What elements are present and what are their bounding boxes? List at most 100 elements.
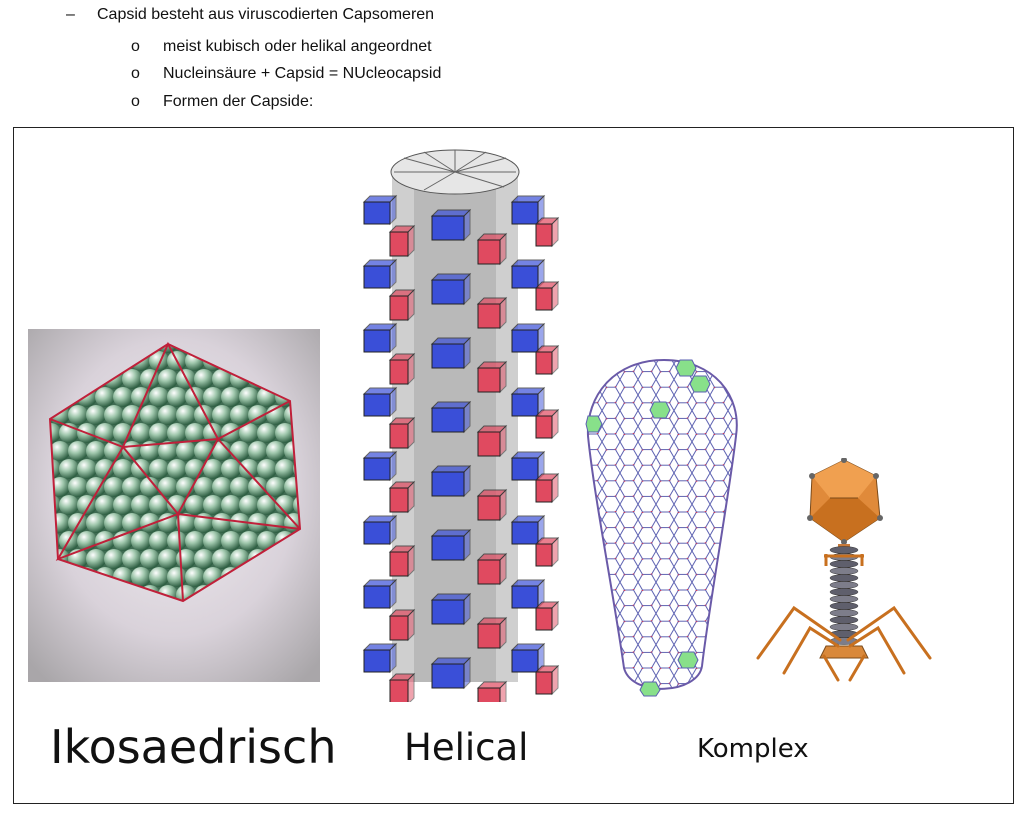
capsomer-block [430, 336, 472, 370]
capsomer-sphere [140, 549, 160, 569]
capsomer-block [510, 514, 546, 546]
capsomer-sphere [122, 405, 142, 425]
capsomer-sphere [194, 549, 214, 569]
capsomer-sphere [230, 441, 250, 461]
capsomer-sphere [176, 405, 196, 425]
capsomer-block [510, 642, 546, 674]
capsomer-block [362, 194, 398, 226]
capsomer-sphere [176, 441, 196, 461]
capsomer-sphere [86, 441, 106, 461]
capsomer-sphere [77, 459, 97, 479]
capsomer-sphere [113, 459, 133, 479]
bacteriophage-icon [756, 458, 932, 682]
capsomer-sphere [140, 405, 160, 425]
capsomer-sphere [176, 549, 196, 569]
capsomer-sphere [59, 495, 79, 515]
capsomer-block [510, 322, 546, 354]
capsomer-sphere [221, 531, 241, 551]
capsomer-sphere [86, 477, 106, 497]
capsomer-sphere [239, 387, 259, 407]
capsomer-block [388, 288, 416, 322]
capsomer-block [476, 616, 508, 650]
tail-ring [829, 602, 859, 610]
capsomer-sphere [122, 549, 142, 569]
capsomer-sphere [158, 549, 178, 569]
capsomer-sphere [95, 387, 115, 407]
capsomer-sphere [203, 531, 223, 551]
capsomer-block [476, 360, 508, 394]
capsomer-sphere [230, 513, 250, 533]
capsomer-block [362, 642, 398, 674]
capsomer-sphere [212, 549, 232, 569]
capsomer-block [430, 208, 472, 242]
capsomer-block [388, 608, 416, 642]
capsomer-sphere [203, 387, 223, 407]
tail-ring [829, 616, 859, 624]
capsomer-block [430, 400, 472, 434]
capsomer-sphere [239, 423, 259, 443]
capsomer-sphere [212, 477, 232, 497]
capsomer-sphere [104, 405, 124, 425]
capsomer-sphere [167, 387, 187, 407]
capsomer-block [534, 600, 560, 632]
capsomer-sphere [68, 405, 88, 425]
capsomer-block [388, 352, 416, 386]
capsomer-block [362, 386, 398, 418]
capsomer-block [534, 280, 560, 312]
capsomer-sphere [167, 567, 187, 587]
capsomer-sphere [104, 477, 124, 497]
tail-ring [829, 567, 859, 575]
capsomer-sphere [221, 459, 241, 479]
capsomer-sphere [185, 531, 205, 551]
tail-ring [829, 588, 859, 596]
label-icosahedral: Ikosaedrisch [50, 720, 337, 774]
capsomer-sphere [149, 423, 169, 443]
capsomer-sphere [257, 495, 277, 515]
capsomer-sphere [158, 513, 178, 533]
capsomer-sphere [176, 477, 196, 497]
capsomer-sphere [257, 423, 277, 443]
capsomer-block [476, 552, 508, 586]
bullet-text-capsid: Capsid besteht aus viruscodierten Capsom… [97, 6, 435, 23]
capsomer-block [388, 224, 416, 258]
capsomer-block [430, 592, 472, 626]
capsomer-sphere [266, 513, 286, 533]
capsomer-sphere [95, 495, 115, 515]
circle-marker: o [131, 93, 140, 110]
capsomer-block [510, 258, 546, 290]
capsomer-sphere [230, 477, 250, 497]
capsomer-block [388, 544, 416, 578]
capsomer-block [430, 656, 472, 690]
dash-marker: – [66, 6, 75, 23]
capsomer-sphere [95, 459, 115, 479]
circle-marker: o [131, 65, 140, 82]
bullet-text-forms: Formen der Capside: [163, 93, 314, 110]
label-complex: Komplex [697, 734, 809, 764]
capsomer-sphere [266, 441, 286, 461]
capsomer-sphere [248, 477, 268, 497]
capsomer-sphere [230, 405, 250, 425]
conical-capsid-icon [585, 358, 738, 697]
capsomer-sphere [149, 531, 169, 551]
capsomer-block [430, 464, 472, 498]
capsomer-block [510, 578, 546, 610]
tail-ring [829, 574, 859, 582]
capsomer-sphere [221, 387, 241, 407]
capsomer-block [534, 408, 560, 440]
capsomer-sphere [68, 477, 88, 497]
capsomer-sphere [203, 495, 223, 515]
capsomer-sphere [122, 477, 142, 497]
capsomer-block [534, 664, 560, 696]
capsomer-block [362, 258, 398, 290]
capsomer-sphere [122, 513, 142, 533]
capsomer-sphere [140, 477, 160, 497]
capsomer-sphere [212, 405, 232, 425]
capsomer-sphere [140, 513, 160, 533]
capsomer-sphere [68, 441, 88, 461]
capsomer-sphere [104, 549, 124, 569]
capsomer-sphere [185, 423, 205, 443]
capsomer-sphere [239, 495, 259, 515]
capsomer-sphere [167, 459, 187, 479]
capsomer-sphere [86, 549, 106, 569]
capsomer-block [362, 322, 398, 354]
